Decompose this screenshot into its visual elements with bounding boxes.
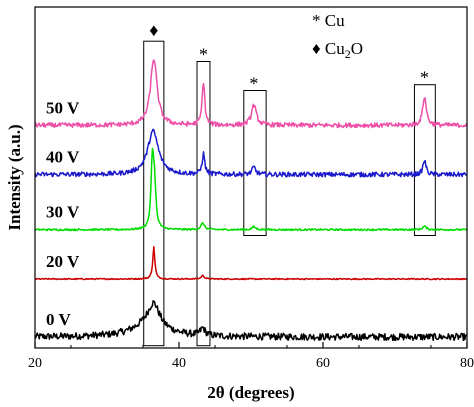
series-label-50v: 50 V (46, 98, 80, 117)
series-label-40v: 40 V (46, 148, 80, 167)
series-line-40v (34, 128, 468, 178)
plot-frame (34, 6, 468, 349)
y-axis-title: Intensity (a.u.) (5, 124, 24, 230)
peak-markers: ♦ * * * (149, 20, 429, 93)
series-line-50v (34, 59, 468, 129)
series-lines (34, 59, 468, 342)
highlight-boxes (143, 40, 436, 347)
legend-entry-cu2o: ♦ Cu2O (312, 39, 363, 61)
series-line-20v (34, 245, 468, 281)
peak-marker-3: * (249, 74, 258, 94)
x-tick-label-60: 60 (316, 356, 330, 371)
highlight-box-1 (143, 40, 165, 347)
x-tick-label-20: 20 (28, 356, 42, 371)
series-label-30v: 30 V (46, 203, 80, 222)
highlight-box-3 (243, 90, 267, 236)
legend-entry-cu: * Cu (312, 11, 345, 30)
x-tick-label-40: 40 (172, 356, 186, 371)
peak-marker-1: ♦ (149, 20, 158, 40)
x-tick-label-80: 80 (460, 356, 474, 371)
x-axis-title: 2θ (degrees) (207, 383, 294, 402)
series-line-0v (34, 300, 468, 342)
series-label-0v: 0 V (46, 310, 71, 329)
peak-marker-2: * (199, 45, 208, 65)
series-label-20v: 20 V (46, 252, 80, 271)
series-line-30v (34, 147, 468, 232)
series-labels: 0 V 20 V 30 V 40 V 50 V (46, 98, 80, 329)
highlight-box-4 (413, 84, 436, 236)
x-axis-ticks: 20 40 60 80 (28, 342, 474, 371)
highlight-box-2 (196, 61, 211, 347)
peak-marker-4: * (420, 68, 429, 88)
legend: * Cu ♦ Cu2O (312, 11, 363, 61)
